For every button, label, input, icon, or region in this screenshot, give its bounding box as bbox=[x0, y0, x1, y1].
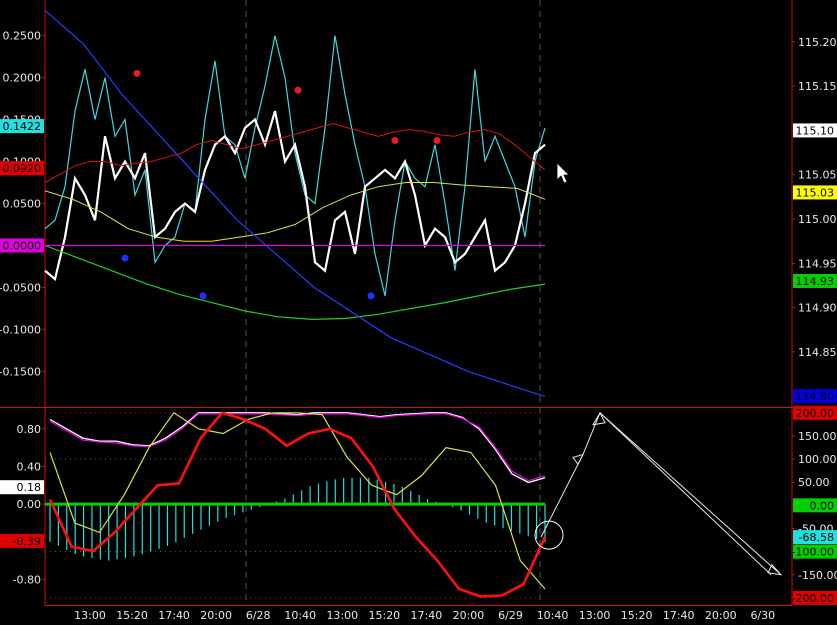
upper-marker-1-1 bbox=[199, 292, 207, 300]
upper-series-4 bbox=[44, 244, 546, 321]
lower-tag-bg-2 bbox=[793, 405, 837, 420]
upper-left-tick-4: 0.0500 bbox=[3, 198, 42, 211]
lower-tag-bg-1 bbox=[0, 533, 44, 548]
upper-left-tick-6: -0.0500 bbox=[0, 281, 41, 294]
lower-left-tick-1: 0.40 bbox=[17, 460, 42, 473]
lower-tag-bg-3 bbox=[793, 498, 837, 513]
lower-tag-2: 200.00 bbox=[796, 407, 835, 420]
upper-series-0 bbox=[44, 35, 546, 297]
x-tick-0: 13:00 bbox=[74, 609, 106, 622]
upper-tag-bg-5 bbox=[793, 274, 837, 288]
upper-tag-bg-1 bbox=[0, 161, 44, 176]
lower-tag-3: 0.00 bbox=[810, 499, 835, 512]
upper-marker-1-2 bbox=[367, 292, 375, 300]
lower-tag-bg-5 bbox=[793, 544, 837, 559]
upper-tag-0: 0.1422 bbox=[3, 120, 42, 133]
lower-right-tick-7: -150.00 bbox=[798, 569, 837, 582]
x-tick-8: 17:40 bbox=[411, 609, 443, 622]
x-tick-4: 6/28 bbox=[246, 609, 271, 622]
upper-marker-0-1 bbox=[294, 86, 302, 94]
upper-left-tick-0: 0.2500 bbox=[3, 30, 42, 43]
lower-tag-bg-4 bbox=[793, 530, 837, 545]
upper-tag-2: 0.0000 bbox=[3, 239, 42, 252]
upper-marker-0-3 bbox=[433, 137, 441, 145]
x-tick-1: 15:20 bbox=[116, 609, 148, 622]
upper-series-5 bbox=[44, 9, 546, 398]
lower-tag-1: -0.39 bbox=[13, 535, 41, 548]
lower-left-tick-4: -0.80 bbox=[13, 573, 41, 586]
upper-tag-1: 0.0920 bbox=[3, 162, 42, 175]
upper-left-tick-8: -0.1500 bbox=[0, 365, 41, 378]
lower-left-tick-2: 0.00 bbox=[17, 498, 42, 511]
upper-right-tick-3: 115.05 bbox=[798, 169, 837, 182]
x-tick-13: 15:20 bbox=[621, 609, 653, 622]
upper-tag-bg-0 bbox=[0, 119, 44, 134]
upper-right-tick-1: 115.15 bbox=[798, 80, 837, 93]
lower-tag-5: -100.00 bbox=[792, 546, 834, 559]
x-tick-2: 17:40 bbox=[158, 609, 190, 622]
upper-right-tick-7: 114.85 bbox=[798, 346, 837, 359]
upper-tag-bg-4 bbox=[793, 185, 837, 200]
lower-series-0 bbox=[49, 412, 546, 484]
upper-series-1 bbox=[44, 110, 546, 282]
upper-tag-bg-6 bbox=[793, 389, 837, 404]
arrowhead-3 bbox=[767, 563, 783, 576]
upper-tag-bg-2 bbox=[0, 238, 44, 253]
upper-right-tick-0: 115.20 bbox=[798, 36, 837, 49]
x-tick-10: 6/29 bbox=[498, 609, 523, 622]
x-tick-5: 10:40 bbox=[284, 609, 316, 622]
x-tick-6: 13:00 bbox=[326, 609, 358, 622]
x-tick-15: 20:00 bbox=[705, 609, 737, 622]
lower-right-tick-3: 50.00 bbox=[798, 476, 830, 489]
upper-right-tick-5: 114.95 bbox=[798, 257, 837, 270]
projection-circle bbox=[534, 520, 564, 550]
upper-tag-4: 115.03 bbox=[796, 186, 835, 199]
lower-right-tick-1: 150.00 bbox=[798, 430, 837, 443]
upper-tag-bg-3 bbox=[793, 123, 837, 138]
x-tick-14: 17:40 bbox=[663, 609, 695, 622]
mouse-cursor-icon bbox=[556, 162, 570, 184]
lower-series-1 bbox=[49, 413, 546, 482]
upper-tag-3: 115.10 bbox=[796, 124, 835, 137]
upper-tag-6: 114.80 bbox=[796, 390, 835, 403]
arrowhead-2 bbox=[592, 411, 606, 426]
upper-right-tick-6: 114.90 bbox=[798, 302, 837, 315]
upper-left-tick-1: 0.2000 bbox=[3, 72, 42, 85]
upper-marker-0-0 bbox=[133, 69, 141, 77]
x-tick-12: 13:00 bbox=[579, 609, 611, 622]
upper-right-tick-4: 115.00 bbox=[798, 213, 837, 226]
upper-series-2 bbox=[44, 123, 546, 183]
projection-path bbox=[540, 411, 782, 576]
upper-marker-0-2 bbox=[391, 137, 399, 145]
lower-series-2 bbox=[49, 411, 546, 590]
lower-tag-4: -68.58 bbox=[799, 531, 834, 544]
lower-tag-6: -200.00 bbox=[792, 592, 834, 605]
x-tick-16: 6/30 bbox=[750, 609, 775, 622]
x-tick-11: 10:40 bbox=[537, 609, 569, 622]
lower-tag-bg-6 bbox=[793, 590, 837, 605]
upper-marker-1-0 bbox=[121, 254, 129, 262]
projection-diagonal bbox=[599, 412, 772, 576]
lower-right-tick-2: 100.00 bbox=[798, 453, 837, 466]
arrowhead-1 bbox=[572, 453, 584, 466]
lower-left-tick-0: 0.80 bbox=[17, 423, 42, 436]
upper-tag-5: 114.93 bbox=[796, 275, 835, 288]
x-tick-3: 20:00 bbox=[200, 609, 232, 622]
lower-tag-0: 0.18 bbox=[17, 481, 42, 494]
upper-left-tick-7: -0.1000 bbox=[0, 323, 41, 336]
upper-series-3 bbox=[44, 182, 546, 242]
x-tick-7: 15:20 bbox=[368, 609, 400, 622]
lower-series-3 bbox=[48, 411, 547, 598]
x-tick-9: 20:00 bbox=[453, 609, 485, 622]
lower-tag-bg-0 bbox=[0, 480, 44, 495]
